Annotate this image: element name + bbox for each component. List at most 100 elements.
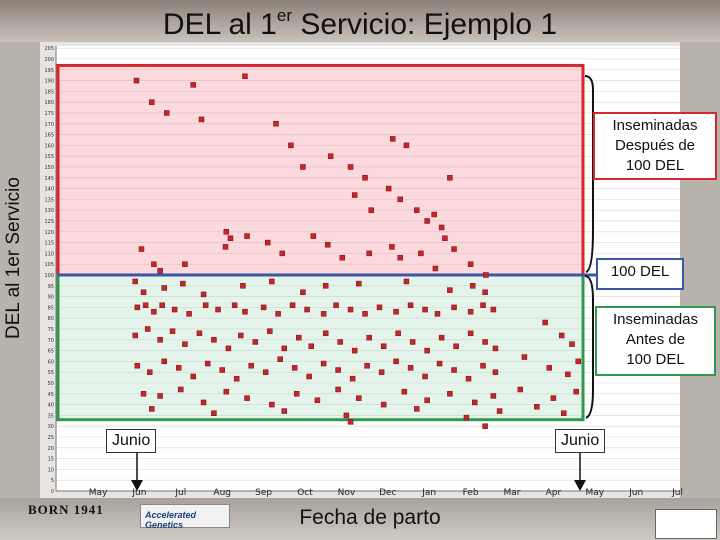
x-tick-label: Nov — [338, 488, 356, 498]
data-point — [134, 362, 141, 369]
y-tick-label: 85 — [48, 305, 54, 311]
y-tick-label: 200 — [44, 57, 54, 63]
data-point — [306, 373, 312, 380]
data-point — [351, 347, 358, 354]
data-point — [227, 235, 234, 242]
data-point — [569, 341, 575, 347]
data-point — [190, 82, 196, 88]
data-point — [333, 302, 339, 308]
data-point — [467, 330, 474, 337]
y-tick-label: 0 — [51, 489, 54, 495]
data-point — [175, 365, 182, 371]
y-tick-label: 140 — [44, 187, 54, 193]
y-tick-label: 35 — [48, 413, 54, 419]
data-point — [347, 306, 354, 313]
data-point — [442, 235, 448, 242]
y-tick-label: 45 — [48, 392, 54, 398]
callout-before-line1: Inseminadas — [612, 311, 699, 328]
y-tick-label: 160 — [44, 143, 54, 149]
data-point — [414, 207, 420, 213]
data-point — [424, 397, 430, 404]
data-point — [223, 388, 230, 395]
y-tick-label: 125 — [44, 219, 54, 225]
data-point — [310, 233, 317, 239]
data-point — [403, 142, 410, 149]
data-point — [273, 121, 279, 127]
x-tick-label: Jun — [131, 488, 146, 498]
data-point — [277, 356, 283, 362]
data-point — [339, 254, 346, 261]
data-point — [322, 330, 329, 337]
data-point — [438, 334, 445, 341]
data-point — [225, 345, 232, 352]
data-point — [471, 399, 478, 406]
data-point — [223, 229, 230, 235]
x-tick-label: Jul — [174, 488, 186, 498]
slide-title: DEL al 1er Servicio: Ejemplo 1 — [0, 6, 720, 42]
data-point — [320, 311, 327, 317]
data-point — [244, 233, 250, 239]
y-tick-label: 65 — [48, 349, 54, 355]
data-point — [343, 412, 350, 419]
y-tick-label: 10 — [48, 467, 54, 473]
region-after-100 — [56, 63, 585, 277]
title-superscript: er — [276, 6, 292, 25]
data-point — [335, 386, 341, 393]
callout-after-100: Inseminadas Después de 100 DEL — [593, 112, 717, 180]
data-point — [244, 395, 250, 401]
data-point — [434, 311, 441, 317]
data-point — [337, 339, 343, 345]
x-tick-label: Jan — [421, 488, 436, 498]
y-tick-labels: 2052001951901851801751701651601551501451… — [44, 46, 54, 495]
x-tick-label: Feb — [463, 488, 479, 498]
x-tick-label: Oct — [297, 488, 313, 498]
data-point — [483, 272, 489, 278]
x-tick-label: Aug — [213, 488, 231, 498]
data-point — [134, 304, 141, 311]
data-point — [132, 278, 139, 285]
data-point — [492, 369, 499, 375]
y-tick-label: 80 — [48, 316, 54, 322]
data-point — [281, 408, 288, 414]
data-point — [390, 136, 396, 142]
data-point — [238, 332, 244, 339]
y-tick-label: 5 — [51, 478, 54, 484]
data-point — [407, 365, 414, 371]
y-tick-label: 185 — [44, 89, 54, 95]
data-point — [364, 362, 370, 369]
data-point — [356, 280, 362, 287]
x-tick-label: Jul — [671, 488, 683, 498]
month-label-left: Junio — [106, 429, 157, 453]
data-point — [542, 319, 548, 326]
data-point — [482, 339, 488, 345]
data-point — [558, 332, 565, 339]
data-point — [467, 261, 474, 267]
callout-after-line1: Inseminadas — [612, 117, 698, 134]
data-point — [182, 341, 188, 347]
data-point — [424, 347, 430, 354]
data-point — [169, 328, 176, 334]
logo-born: BORN 1941 — [28, 502, 104, 517]
data-point — [186, 311, 192, 317]
y-tick-label: 110 — [44, 251, 54, 257]
y-tick-label: 105 — [44, 262, 54, 268]
data-point — [438, 224, 445, 231]
data-point — [366, 334, 372, 341]
y-tick-label: 95 — [48, 284, 54, 290]
y-tick-label: 40 — [48, 403, 54, 409]
data-point — [403, 278, 410, 285]
data-point — [389, 244, 395, 250]
y-tick-label: 30 — [48, 424, 54, 430]
title-band — [0, 0, 720, 42]
logo-association — [655, 509, 717, 539]
data-point — [269, 278, 275, 285]
data-point — [289, 302, 296, 308]
data-point — [335, 367, 341, 373]
data-point — [242, 73, 248, 79]
data-point — [140, 391, 147, 397]
data-point — [565, 371, 571, 378]
data-point — [231, 302, 238, 308]
data-points — [132, 73, 581, 429]
data-point — [482, 289, 488, 296]
y-tick-label: 20 — [48, 446, 54, 452]
